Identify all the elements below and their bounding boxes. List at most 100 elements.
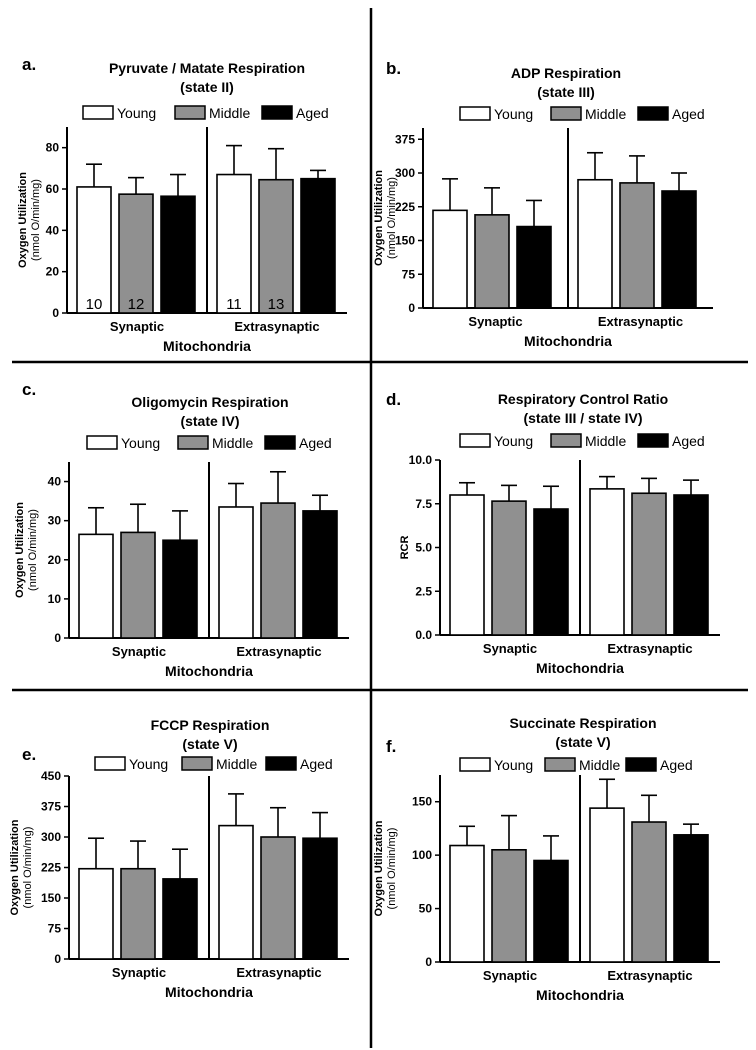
legend-swatch-middle [544, 757, 576, 772]
sample-size-label: 10 [86, 296, 103, 313]
bar-synaptic-aged [533, 508, 569, 636]
chart-title: Pyruvate / Matate Respiration [109, 60, 305, 76]
panel-label: a. [22, 55, 36, 74]
category-label-extrasynaptic: Extrasynaptic [236, 965, 321, 980]
legend-label-aged: Aged [672, 433, 705, 449]
bar-synaptic-young [449, 844, 485, 963]
bar-synaptic-young [78, 533, 114, 639]
legend-label-middle: Middle [212, 435, 253, 451]
bar-synaptic-young [76, 186, 112, 314]
x-axis-label: Mitochondria [536, 660, 624, 676]
bar-extrasynaptic-middle [260, 836, 296, 960]
y-tick-label: 7.5 [415, 497, 432, 511]
y-tick-label: 0 [52, 306, 59, 320]
sample-size-label: 11 [226, 296, 242, 313]
category-label-extrasynaptic: Extrasynaptic [598, 314, 683, 329]
chart-subtitle: (state III) [537, 84, 595, 100]
legend-swatch-middle [177, 435, 209, 450]
y-tick-label: 375 [395, 132, 415, 146]
y-tick-label: 225 [395, 200, 415, 214]
legend-label-young: Young [494, 106, 533, 122]
x-axis-label: Mitochondria [165, 984, 253, 1000]
y-tick-label: 40 [46, 223, 60, 237]
sample-size-label: 10 [170, 296, 187, 313]
legend-swatch-young [459, 106, 491, 121]
sample-size-label: 12 [128, 296, 145, 313]
y-tick-label: 100 [412, 848, 432, 862]
legend-swatch-aged [264, 435, 296, 450]
y-axis-label: Oxygen Utilization [9, 819, 21, 915]
y-tick-label: 40 [48, 475, 62, 489]
chart-panel-2: b. ADP Respiration (state III)Young Middle A… [373, 59, 713, 349]
y-tick-label: 0 [54, 952, 61, 966]
legend-swatch-aged [261, 105, 293, 120]
bar-synaptic-middle [118, 193, 154, 314]
bar-synaptic-aged [162, 539, 198, 639]
chart-subtitle: (state II) [180, 79, 234, 95]
y-tick-label: 50 [419, 902, 433, 916]
legend-label-middle: Middle [585, 106, 626, 122]
legend-label-middle: Middle [209, 105, 250, 121]
legend-swatch-young [459, 757, 491, 772]
legend-swatch-middle [174, 105, 206, 120]
bar-extrasynaptic-aged [300, 177, 336, 314]
y-axis-units: (nmol O/min/mg) [27, 509, 39, 591]
category-label-synaptic: Synaptic [468, 314, 522, 329]
legend-label-aged: Aged [672, 106, 705, 122]
category-label-extrasynaptic: Extrasynaptic [236, 644, 321, 659]
bar-synaptic-middle [491, 500, 527, 636]
y-axis-label: RCR [399, 536, 411, 560]
y-tick-label: 450 [41, 769, 61, 783]
y-axis-label: Oxygen Utilization [373, 170, 385, 266]
bar-synaptic-aged [533, 859, 569, 963]
y-tick-label: 150 [41, 891, 61, 905]
legend-swatch-young [94, 756, 126, 771]
chart-subtitle: (state V) [182, 736, 237, 752]
y-axis-units: (nmol O/min/mg) [22, 827, 34, 909]
chart-panel-1: a. Pyruvate / Matate Respiration (state II… [17, 55, 347, 354]
legend-swatch-aged [637, 433, 669, 448]
panel-label: c. [22, 380, 36, 399]
bar-synaptic-middle [120, 867, 156, 960]
chart-title: FCCP Respiration [151, 717, 270, 733]
y-axis-label: Oxygen Utilization [17, 172, 29, 268]
bar-extrasynaptic-middle [258, 178, 294, 314]
y-axis-units: (nmol O/min/mg) [386, 828, 398, 910]
category-label-synaptic: Synaptic [112, 965, 166, 980]
chart-panel-5: e. FCCP Respiration (state V) Young Middle Ag… [9, 717, 349, 1000]
bar-extrasynaptic-aged [673, 494, 709, 636]
chart-panel-3: c. Oligomycin Respiration (state IV) Young M… [14, 380, 349, 679]
y-tick-label: 30 [48, 514, 62, 528]
y-axis-label: Oxygen Utilization [14, 502, 26, 598]
legend-swatch-middle [550, 106, 582, 121]
bar-synaptic-middle [474, 214, 510, 309]
bar-extrasynaptic-middle [260, 502, 296, 639]
bar-extrasynaptic-aged [302, 510, 338, 639]
legend-swatch-young [459, 433, 491, 448]
chart-panel-4: d. Respiratory Control Ratio (state III / … [386, 390, 720, 676]
category-label-synaptic: Synaptic [112, 644, 166, 659]
legend-label-young: Young [121, 435, 160, 451]
sample-size-label: 13 [268, 296, 285, 313]
y-tick-label: 75 [402, 267, 416, 281]
category-label-synaptic: Synaptic [483, 641, 537, 656]
y-tick-label: 150 [412, 795, 432, 809]
y-tick-label: 20 [46, 265, 60, 279]
y-tick-label: 80 [46, 141, 60, 155]
bar-extrasynaptic-aged [673, 834, 709, 963]
bar-extrasynaptic-young [216, 173, 252, 314]
category-label-extrasynaptic: Extrasynaptic [607, 641, 692, 656]
bar-extrasynaptic-middle [631, 492, 667, 636]
chart-panel-6: f. Succinate Respiration (state V) Young Mid… [373, 715, 720, 1003]
y-tick-label: 0 [425, 955, 432, 969]
bar-synaptic-aged [162, 878, 198, 960]
legend-label-aged: Aged [299, 435, 332, 451]
x-axis-label: Mitochondria [163, 338, 251, 354]
chart-subtitle: (state IV) [180, 413, 239, 429]
legend-label-young: Young [494, 433, 533, 449]
x-axis-label: Mitochondria [165, 663, 253, 679]
bar-synaptic-young [432, 209, 468, 309]
y-tick-label: 20 [48, 553, 62, 567]
legend-swatch-aged [265, 756, 297, 771]
